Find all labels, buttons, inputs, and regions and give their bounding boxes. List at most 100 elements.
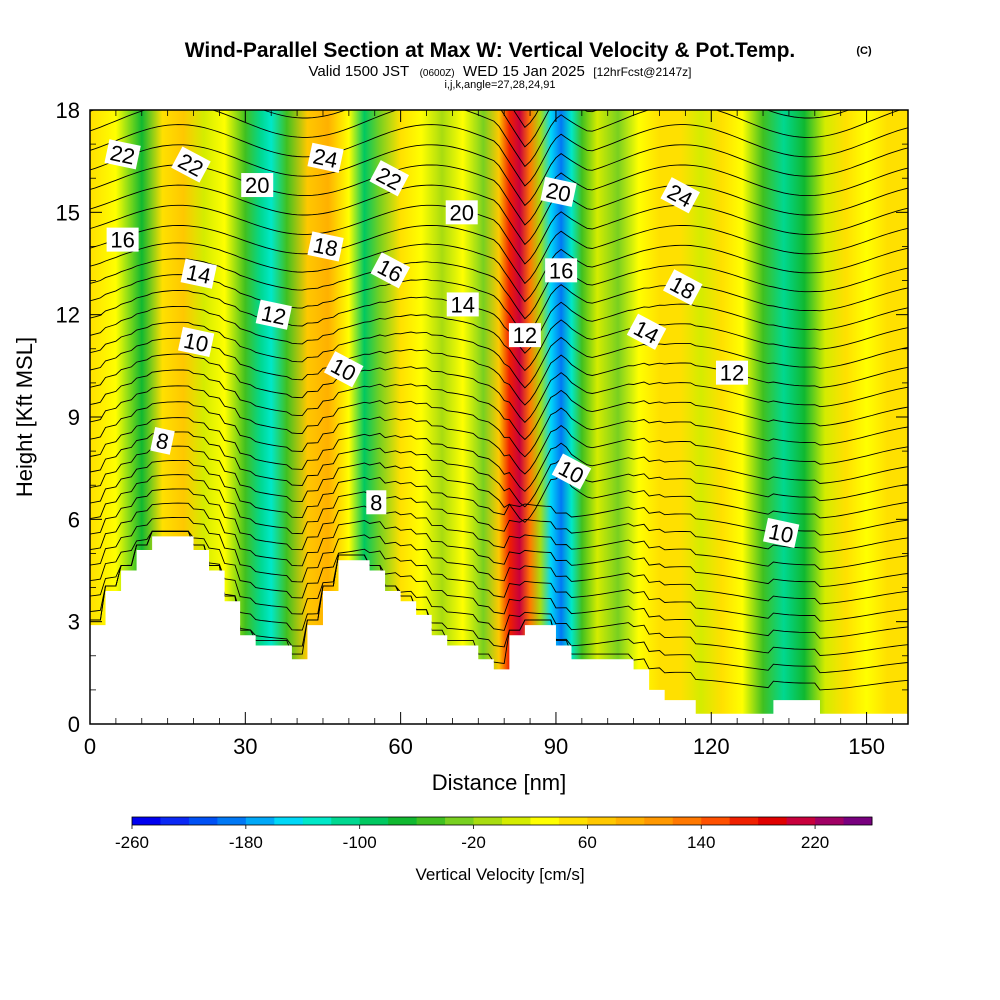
svg-text:16: 16 (549, 258, 573, 283)
colorbar: -260 -180 -100 -20 60 140 220 (115, 816, 873, 852)
colorbar-swatch (445, 817, 475, 825)
colorbar-swatch (274, 817, 304, 825)
svg-text:22: 22 (108, 140, 137, 170)
isentrope-line (90, 144, 908, 207)
isentrope-label: 24 (660, 177, 700, 214)
isentrope-line (90, 290, 908, 354)
colorbar-swatch (331, 817, 361, 825)
isentrope-line (90, 530, 908, 639)
isentrope-label: 8 (366, 490, 387, 515)
isentrope-line (90, 321, 908, 389)
axis-ticks: 0 30 60 90 120 150 0 3 6 9 12 15 18 (56, 98, 908, 759)
svg-text:12: 12 (513, 323, 537, 348)
colorbar-tick-label: 140 (687, 833, 715, 852)
y-tick-label: 18 (56, 98, 80, 123)
colorbar-swatch (502, 817, 531, 825)
isentrope-line (90, 530, 908, 656)
y-axis-label: Height [Kft MSL] (12, 337, 37, 497)
isentrope-line (90, 337, 908, 406)
isentrope-line (90, 530, 908, 622)
isentrope-label: 16 (106, 227, 139, 253)
svg-text:18: 18 (311, 232, 340, 262)
isentrope-label: 20 (540, 176, 577, 208)
valid-utc: (0600Z) (420, 68, 455, 79)
y-tick-label: 12 (56, 303, 80, 328)
grid-indices: i,j,k,angle=27,28,24,91 (444, 79, 555, 91)
colorbar-swatch (701, 817, 731, 825)
isentrope-line (90, 184, 908, 246)
isentrope-label: 10 (763, 517, 800, 549)
svg-text:12: 12 (259, 300, 288, 330)
isentrope-line (90, 401, 908, 475)
colorbar-tick-label: -20 (461, 833, 486, 852)
valid-date: WED 15 Jan 2025 (463, 63, 585, 80)
colorbar-swatch (388, 817, 418, 825)
svg-text:16: 16 (110, 228, 134, 253)
colorbar-swatch (758, 817, 788, 825)
isentrope-line (90, 258, 908, 320)
isentrope-line (90, 530, 908, 674)
isentrope-label: 22 (104, 139, 141, 170)
colorbar-tick-label: -260 (115, 833, 149, 852)
isentrope-line (90, 516, 908, 605)
colorbar-swatch (217, 817, 247, 825)
colorbar-swatch (473, 817, 503, 825)
colorbar-swatch (729, 817, 759, 825)
isentrope-label: 12 (255, 299, 292, 330)
y-tick-label: 3 (68, 610, 80, 635)
isentrope-label: 10 (177, 326, 215, 357)
isentrope-line (90, 124, 908, 187)
x-tick-label: 60 (388, 734, 412, 759)
colorbar-swatch (302, 817, 332, 825)
isentrope-label: 12 (508, 323, 541, 348)
svg-text:20: 20 (245, 173, 269, 198)
isentrope-label: 18 (307, 231, 344, 262)
isentrope-label: 14 (446, 292, 479, 317)
isentrope-line (90, 110, 902, 168)
colorbar-swatch (815, 817, 845, 825)
forecast-tag: [12hrFcst@2147z] (593, 65, 691, 79)
y-tick-label: 0 (68, 712, 80, 737)
isentrope-line (90, 164, 908, 226)
colorbar-swatch (558, 817, 588, 825)
colorbar-tick-label: -180 (229, 833, 263, 852)
x-tick-label: 30 (233, 734, 257, 759)
x-tick-label: 150 (848, 734, 885, 759)
isentrope-line (90, 110, 851, 148)
colorbar-swatch (672, 817, 702, 825)
isentrope-line (90, 274, 908, 337)
chart-title: Wind-Parallel Section at Max W: Vertical… (185, 39, 796, 62)
isentrope-line (90, 305, 908, 372)
y-tick-label: 6 (68, 507, 80, 532)
colorbar-swatch (644, 817, 674, 825)
svg-text:20: 20 (544, 178, 573, 208)
svg-text:14: 14 (451, 292, 475, 317)
svg-text:8: 8 (370, 490, 382, 515)
valid-prefix: Valid 1500 JST (309, 63, 410, 80)
x-tick-label: 120 (693, 734, 730, 759)
terrain-mask (90, 536, 908, 724)
valid-time-line: Valid 1500 JST (0600Z) WED 15 Jan 2025 [… (309, 63, 692, 80)
svg-text:14: 14 (184, 259, 213, 289)
isentrope-label: 20 (241, 173, 274, 198)
colorbar-swatch (160, 817, 190, 825)
colorbar-swatch (530, 817, 560, 825)
colorbar-tick-label: 60 (578, 833, 597, 852)
isentrope-label: 16 (545, 258, 578, 283)
x-tick-label: 0 (84, 734, 96, 759)
colorbar-swatch (359, 817, 389, 825)
isentrope-label: 20 (445, 200, 478, 225)
isentrope-label: 24 (307, 142, 344, 173)
isentrope-line (90, 242, 908, 303)
colorbar-tick-label: 220 (801, 833, 829, 852)
isentrope-line (90, 417, 908, 492)
colorbar-swatch (786, 817, 816, 825)
isentrope-line (90, 474, 908, 553)
svg-text:8: 8 (154, 428, 171, 455)
isentrope-label: 14 (180, 258, 217, 289)
colorbar-label: Vertical Velocity [cm/s] (415, 865, 584, 884)
colorbar-swatch (587, 817, 617, 825)
svg-text:10: 10 (766, 519, 795, 549)
